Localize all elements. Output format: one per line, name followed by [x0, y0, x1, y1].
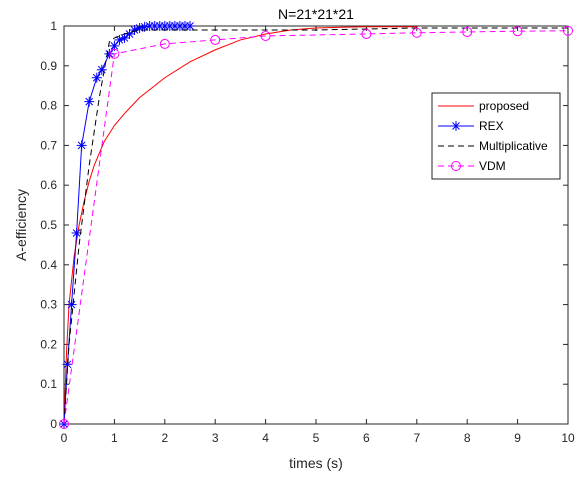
- data-point-rex: [119, 32, 130, 43]
- legend: proposed REX Multiplicative VDM: [431, 92, 561, 180]
- y-tick-label: 0.2: [40, 337, 57, 351]
- series-vdm: [59, 25, 573, 429]
- y-axis-label: A-efficiency: [13, 189, 29, 261]
- x-tick-label: 1: [111, 431, 118, 445]
- y-tick-label: 0.7: [40, 138, 57, 152]
- legend-marker: [451, 161, 461, 171]
- y-tick-label: 0: [50, 417, 57, 431]
- data-point-rex: [66, 299, 77, 310]
- x-tick-label: 9: [514, 431, 521, 445]
- legend-item-rex: REX: [438, 119, 504, 133]
- data-point-rex: [91, 72, 102, 83]
- y-tick-label: 0.5: [40, 218, 57, 232]
- plot-area: 0 1 2 3 4 5 6 7 8 9 10 0 0.1 0.2 0.3 0.4 0.5 0.6 0.7 0.8 0.9…: [40, 19, 575, 445]
- x-tick-label: 3: [212, 431, 219, 445]
- x-tick-label: 4: [262, 431, 269, 445]
- legend-item-vdm: VDM: [438, 159, 506, 173]
- x-tick-label: 2: [161, 431, 168, 445]
- data-point-rex: [84, 96, 95, 107]
- data-point-rex: [104, 48, 115, 59]
- legend-label: proposed: [479, 99, 529, 113]
- x-tick-label: 6: [363, 431, 370, 445]
- legend-item-multiplicative: Multiplicative: [438, 139, 548, 153]
- x-tick-label: 8: [464, 431, 471, 445]
- data-point-vdm: [159, 38, 170, 49]
- chart-title: N=21*21*21: [278, 6, 354, 22]
- data-point-vdm: [411, 27, 422, 38]
- y-tick-label: 0.6: [40, 178, 57, 192]
- data-point-vdm: [109, 48, 120, 59]
- legend-marker: [451, 121, 461, 131]
- data-point-vdm: [563, 25, 573, 36]
- y-tick-label: 0.3: [40, 298, 57, 312]
- series-line-multiplicative: [63, 27, 568, 425]
- y-tick-label: 0.9: [40, 59, 57, 73]
- x-tick-label: 7: [413, 431, 420, 445]
- data-point-rex: [76, 140, 87, 151]
- data-point-vdm: [210, 34, 221, 45]
- x-tick-label: 10: [561, 431, 575, 445]
- legend-item-proposed: proposed: [438, 99, 529, 113]
- data-point-rex: [71, 227, 82, 238]
- y-tick-label: 1: [50, 19, 57, 33]
- series-line-vdm: [63, 30, 569, 425]
- x-tick-label: 0: [61, 431, 68, 445]
- series-multiplicative: [63, 27, 568, 425]
- data-point-vdm: [462, 26, 473, 37]
- x-tick-label: 5: [313, 431, 320, 445]
- data-point-vdm: [361, 28, 372, 39]
- legend-box: [431, 92, 561, 180]
- data-point-vdm: [512, 26, 523, 37]
- data-point-vdm: [59, 419, 69, 429]
- data-point-rex: [185, 21, 195, 31]
- y-tick-label: 0.1: [40, 377, 57, 391]
- y-tick-label: 0.8: [40, 99, 57, 113]
- legend-label: VDM: [479, 159, 506, 173]
- legend-label: REX: [479, 119, 504, 133]
- data-point-vdm: [260, 30, 271, 41]
- y-tick-label: 0.4: [40, 258, 57, 272]
- x-axis-label: times (s): [289, 455, 343, 471]
- legend-label: Multiplicative: [479, 139, 548, 153]
